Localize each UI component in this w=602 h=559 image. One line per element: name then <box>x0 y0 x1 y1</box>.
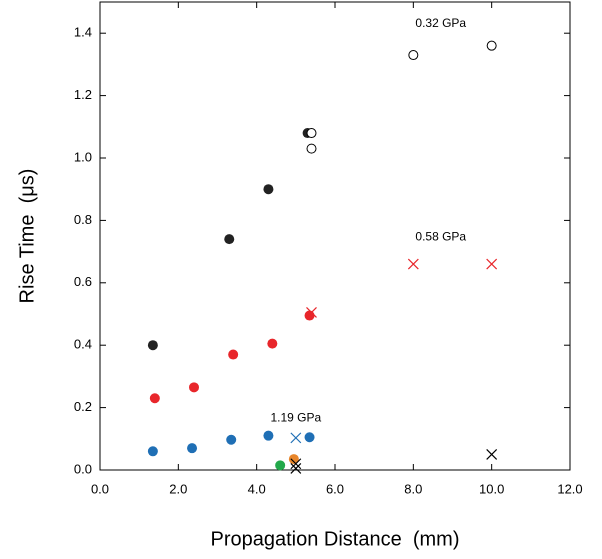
cross-point <box>290 463 302 474</box>
cross-point <box>290 432 302 444</box>
point <box>189 382 199 393</box>
point <box>263 184 274 195</box>
y-tick-label: 0.6 <box>74 274 92 289</box>
cross-point <box>486 448 498 460</box>
cross-point <box>407 258 419 270</box>
point <box>304 432 315 443</box>
point <box>147 446 158 457</box>
annotation: 0.32 GPa <box>415 16 466 30</box>
y-tick-label: 0.4 <box>74 337 92 352</box>
y-tick-label: 0.2 <box>74 399 92 414</box>
x-tick-label: 4.0 <box>248 481 266 496</box>
point <box>275 460 286 471</box>
open-point <box>486 40 497 51</box>
y-tick-label: 0.0 <box>74 461 92 476</box>
x-tick-label: 8.0 <box>404 481 422 496</box>
x-tick-label: 6.0 <box>326 481 344 496</box>
x-tick-label: 12.0 <box>557 481 582 496</box>
point <box>304 310 315 321</box>
cross-point <box>306 307 317 318</box>
cross-point <box>290 458 302 470</box>
point <box>228 349 239 360</box>
point <box>224 234 235 245</box>
cross-point <box>486 258 498 270</box>
point <box>288 454 299 465</box>
y-tick-label: 1.0 <box>74 149 92 164</box>
y-tick-label: 1.4 <box>74 25 92 40</box>
point <box>147 340 158 351</box>
x-tick-label: 10.0 <box>479 481 504 496</box>
point <box>149 393 160 404</box>
y-tick-label: 1.2 <box>74 87 92 102</box>
x-axis-title: Propagation Distance (mm) <box>211 528 460 550</box>
x-tick-label: 0.0 <box>91 481 109 496</box>
x-tick-label: 2.0 <box>169 481 187 496</box>
point <box>187 443 198 454</box>
open-point <box>306 128 317 139</box>
open-point <box>408 50 419 61</box>
y-axis-title: Rise Time (μs) <box>16 169 38 304</box>
open-point <box>306 143 317 154</box>
y-tick-label: 0.8 <box>74 212 92 227</box>
plot-frame <box>99 1 571 471</box>
point <box>226 434 237 445</box>
annotation: 1.19 GPa <box>270 411 321 425</box>
point <box>267 338 278 349</box>
annotation: 0.58 GPa <box>415 230 466 244</box>
point <box>263 430 274 441</box>
